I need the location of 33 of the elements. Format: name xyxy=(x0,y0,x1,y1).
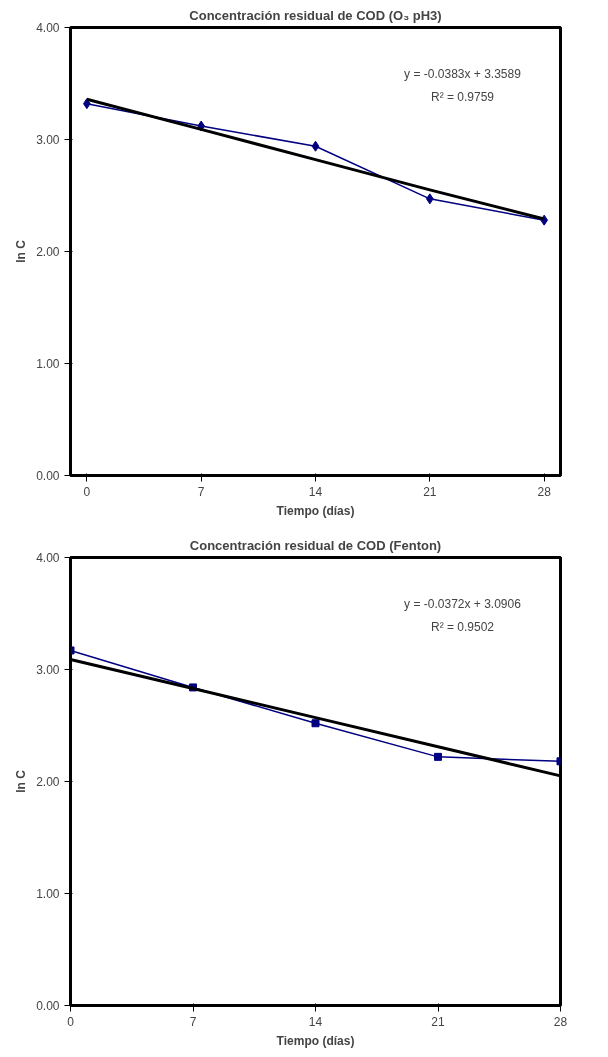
y-tick-label: 2.00 xyxy=(36,245,60,259)
y-tick-label: 4.00 xyxy=(36,551,60,565)
point xyxy=(434,752,442,761)
x-tick-label: 28 xyxy=(537,484,552,499)
x-axis-title: Tiempo (días) xyxy=(276,1033,355,1048)
x-tick-label: 28 xyxy=(553,1014,568,1029)
y-tick-label: 3.00 xyxy=(36,663,60,677)
y-tick-label: 0.00 xyxy=(36,999,60,1013)
annotation: y = -0.0372x + 3.0906 xyxy=(404,597,522,612)
y-tick-label: 0.00 xyxy=(36,469,60,483)
point xyxy=(311,719,320,728)
y-axis-title: ln C xyxy=(14,769,29,793)
chart-title: Concentración residual de COD (O₃ pH3) xyxy=(189,7,442,23)
annotation: R² = 0.9759 xyxy=(430,89,495,104)
chart-title: Concentración residual de COD (Fenton) xyxy=(189,537,442,553)
x-tick-label: 21 xyxy=(423,484,437,499)
x-tick-label: 14 xyxy=(308,484,323,499)
y-tick-label: 1.00 xyxy=(36,887,60,901)
annotation: R² = 0.9502 xyxy=(430,619,495,634)
annotation: y = -0.0383x + 3.3589 xyxy=(404,67,522,82)
x-tick-label: 21 xyxy=(431,1014,445,1029)
point xyxy=(311,140,320,152)
y-tick-label: 2.00 xyxy=(36,775,60,789)
y-tick-label: 1.00 xyxy=(36,357,60,371)
x-tick-label: 7 xyxy=(197,484,205,499)
x-tick-label: 7 xyxy=(189,1014,197,1029)
x-tick-label: 0 xyxy=(83,484,91,499)
y-tick-label: 3.00 xyxy=(36,133,60,147)
x-tick-label: 0 xyxy=(67,1014,75,1029)
x-axis-title: Tiempo (días) xyxy=(276,503,355,518)
x-tick-label: 14 xyxy=(308,1014,323,1029)
y-tick-label: 4.00 xyxy=(36,21,60,35)
y-axis-title: ln C xyxy=(14,239,29,263)
